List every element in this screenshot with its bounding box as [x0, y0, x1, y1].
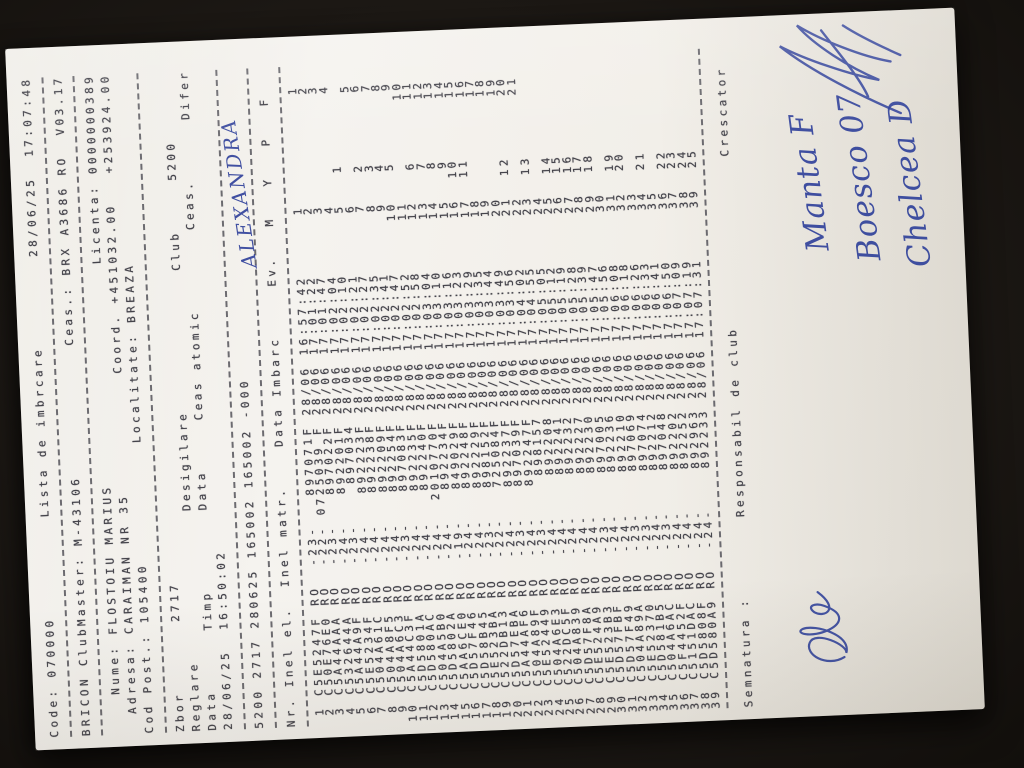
- printed-boarding-list-paper: Code: 070000 Lista de imbrcare 28/06/25 …: [5, 7, 985, 751]
- document-header-block: Code: 070000 Lista de imbrcare 28/06/25 …: [17, 37, 315, 738]
- signature-scribble-crescator: [779, 24, 902, 115]
- signature-scribble-semnatura: [799, 591, 848, 663]
- document-content: Code: 070000 Lista de imbrcare 28/06/25 …: [17, 8, 976, 738]
- handwritten-name-1: Manta F: [782, 110, 837, 254]
- pigeon-table-rows: 1 C5E5247F RO -23- 897071F 28/06 16:57:4…: [285, 19, 723, 726]
